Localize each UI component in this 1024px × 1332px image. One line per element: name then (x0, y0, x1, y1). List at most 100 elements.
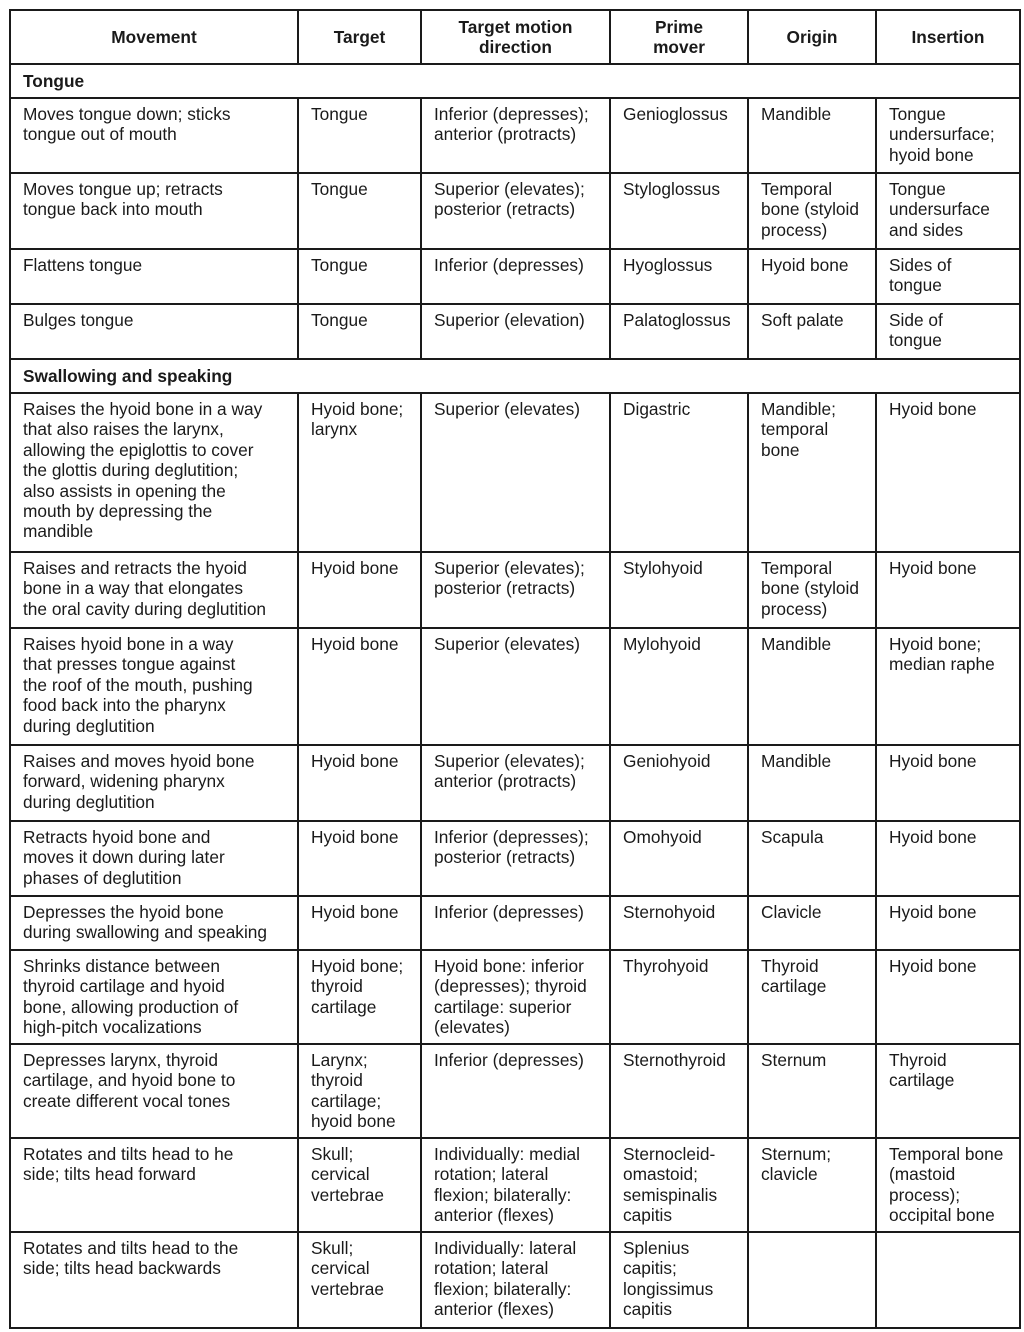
column-header-target: Target (297, 9, 422, 65)
cell-target: Tongue (297, 172, 422, 250)
table-row: Flattens tongue Tongue Inferior (depresses… (9, 248, 1021, 305)
cell-origin: Clavicle (747, 895, 877, 951)
cell-direction: Individually: medial rotation; lateral f… (420, 1137, 611, 1233)
table-row: Depresses larynx, thyroid cartilage, and… (9, 1043, 1021, 1139)
cell-direction: Individually: lateral rotation; lateral … (420, 1231, 611, 1329)
cell-insertion: Hyoid bone (875, 820, 1021, 897)
cell-movement: Raises and retracts the hyoid bone in a … (9, 551, 299, 629)
cell-direction: Inferior (depresses) (420, 895, 611, 951)
cell-target: Larynx; thyroid cartilage; hyoid bone (297, 1043, 422, 1139)
cell-target: Skull; cervical vertebrae (297, 1137, 422, 1233)
muscle-movement-table: Movement Target Target motion direction Pri… (9, 9, 1021, 1329)
cell-origin: Sternum (747, 1043, 877, 1139)
cell-target: Hyoid bone (297, 820, 422, 897)
cell-origin: Mandible (747, 627, 877, 746)
cell-insertion: Hyoid bone (875, 392, 1021, 553)
cell-prime-mover: Sternohyoid (609, 895, 749, 951)
cell-origin: Thyroid cartilage (747, 949, 877, 1045)
cell-insertion: Side of tongue (875, 303, 1021, 360)
cell-direction: Inferior (depresses); posterior (retract… (420, 820, 611, 897)
table-row: Raises the hyoid bone in a way that also… (9, 392, 1021, 553)
column-header-origin: Origin (747, 9, 877, 65)
cell-origin: Sternum; clavicle (747, 1137, 877, 1233)
cell-origin: Mandible (747, 97, 877, 174)
cell-insertion: Hyoid bone; median raphe (875, 627, 1021, 746)
cell-insertion: Hyoid bone (875, 895, 1021, 951)
cell-prime-mover: Sternocleid- omastoid; semispinalis capi… (609, 1137, 749, 1233)
cell-insertion: Tongue undersurface and sides (875, 172, 1021, 250)
cell-origin: Temporal bone (styloid process) (747, 551, 877, 629)
cell-prime-mover: Styloglossus (609, 172, 749, 250)
cell-origin (747, 1231, 877, 1329)
section-title: Swallowing and speaking (9, 358, 1021, 394)
cell-movement: Shrinks distance between thyroid cartila… (9, 949, 299, 1045)
cell-direction: Superior (elevates); anterior (protracts… (420, 744, 611, 822)
table-row: Rotates and tilts head to he side; tilts… (9, 1137, 1021, 1233)
cell-direction: Superior (elevates) (420, 627, 611, 746)
column-header-direction: Target motion direction (420, 9, 611, 65)
cell-origin: Mandible; temporal bone (747, 392, 877, 553)
cell-direction: Superior (elevates); posterior (retracts… (420, 551, 611, 629)
cell-movement: Raises the hyoid bone in a way that also… (9, 392, 299, 553)
cell-target: Hyoid bone (297, 895, 422, 951)
cell-prime-mover: Sternothyroid (609, 1043, 749, 1139)
cell-insertion: Tongue undersurface; hyoid bone (875, 97, 1021, 174)
cell-movement: Retracts hyoid bone and moves it down du… (9, 820, 299, 897)
cell-prime-mover: Genioglossus (609, 97, 749, 174)
cell-movement: Rotates and tilts head to he side; tilts… (9, 1137, 299, 1233)
section-header-row: Tongue (9, 63, 1021, 99)
cell-prime-mover: Omohyoid (609, 820, 749, 897)
cell-target: Skull; cervical vertebrae (297, 1231, 422, 1329)
cell-origin: Scapula (747, 820, 877, 897)
cell-prime-mover: Palatoglossus (609, 303, 749, 360)
table-row: Retracts hyoid bone and moves it down du… (9, 820, 1021, 897)
table-row: Moves tongue down; sticks tongue out of … (9, 97, 1021, 174)
cell-movement: Depresses the hyoid bone during swallowi… (9, 895, 299, 951)
cell-movement: Moves tongue down; sticks tongue out of … (9, 97, 299, 174)
section-header-row: Swallowing and speaking (9, 358, 1021, 394)
column-header-movement: Movement (9, 9, 299, 65)
cell-prime-mover: Splenius capitis; longissimus capitis (609, 1231, 749, 1329)
cell-target: Hyoid bone (297, 627, 422, 746)
cell-movement: Raises and moves hyoid bone forward, wid… (9, 744, 299, 822)
cell-target: Tongue (297, 97, 422, 174)
cell-target: Tongue (297, 248, 422, 305)
cell-target: Hyoid bone (297, 744, 422, 822)
table-row: Rotates and tilts head to the side; tilt… (9, 1231, 1021, 1329)
cell-prime-mover: Hyoglossus (609, 248, 749, 305)
cell-target: Hyoid bone; thyroid cartilage (297, 949, 422, 1045)
cell-origin: Hyoid bone (747, 248, 877, 305)
table-row: Depresses the hyoid bone during swallowi… (9, 895, 1021, 951)
cell-insertion: Temporal bone (mastoid process); occipit… (875, 1137, 1021, 1233)
cell-insertion: Thyroid cartilage (875, 1043, 1021, 1139)
cell-direction: Inferior (depresses) (420, 1043, 611, 1139)
cell-direction: Hyoid bone: inferior (depresses); thyroi… (420, 949, 611, 1045)
table-row: Moves tongue up; retracts tongue back in… (9, 172, 1021, 250)
cell-origin: Soft palate (747, 303, 877, 360)
cell-insertion: Hyoid bone (875, 551, 1021, 629)
column-header-prime-mover: Prime mover (609, 9, 749, 65)
cell-movement: Flattens tongue (9, 248, 299, 305)
cell-target: Hyoid bone (297, 551, 422, 629)
table-row: Raises hyoid bone in a way that presses … (9, 627, 1021, 746)
cell-insertion: Hyoid bone (875, 949, 1021, 1045)
cell-movement: Rotates and tilts head to the side; tilt… (9, 1231, 299, 1329)
table-row: Shrinks distance between thyroid cartila… (9, 949, 1021, 1045)
table-row: Raises and moves hyoid bone forward, wid… (9, 744, 1021, 822)
cell-direction: Superior (elevates) (420, 392, 611, 553)
cell-direction: Inferior (depresses); anterior (protract… (420, 97, 611, 174)
cell-movement: Bulges tongue (9, 303, 299, 360)
cell-prime-mover: Digastric (609, 392, 749, 553)
cell-insertion: Sides of tongue (875, 248, 1021, 305)
section-title: Tongue (9, 63, 1021, 99)
cell-insertion (875, 1231, 1021, 1329)
cell-insertion: Hyoid bone (875, 744, 1021, 822)
cell-prime-mover: Mylohyoid (609, 627, 749, 746)
cell-prime-mover: Stylohyoid (609, 551, 749, 629)
cell-prime-mover: Geniohyoid (609, 744, 749, 822)
cell-direction: Superior (elevates); posterior (retracts… (420, 172, 611, 250)
cell-origin: Mandible (747, 744, 877, 822)
header-row: Movement Target Target motion direction Pri… (9, 9, 1021, 65)
cell-target: Tongue (297, 303, 422, 360)
cell-target: Hyoid bone; larynx (297, 392, 422, 553)
